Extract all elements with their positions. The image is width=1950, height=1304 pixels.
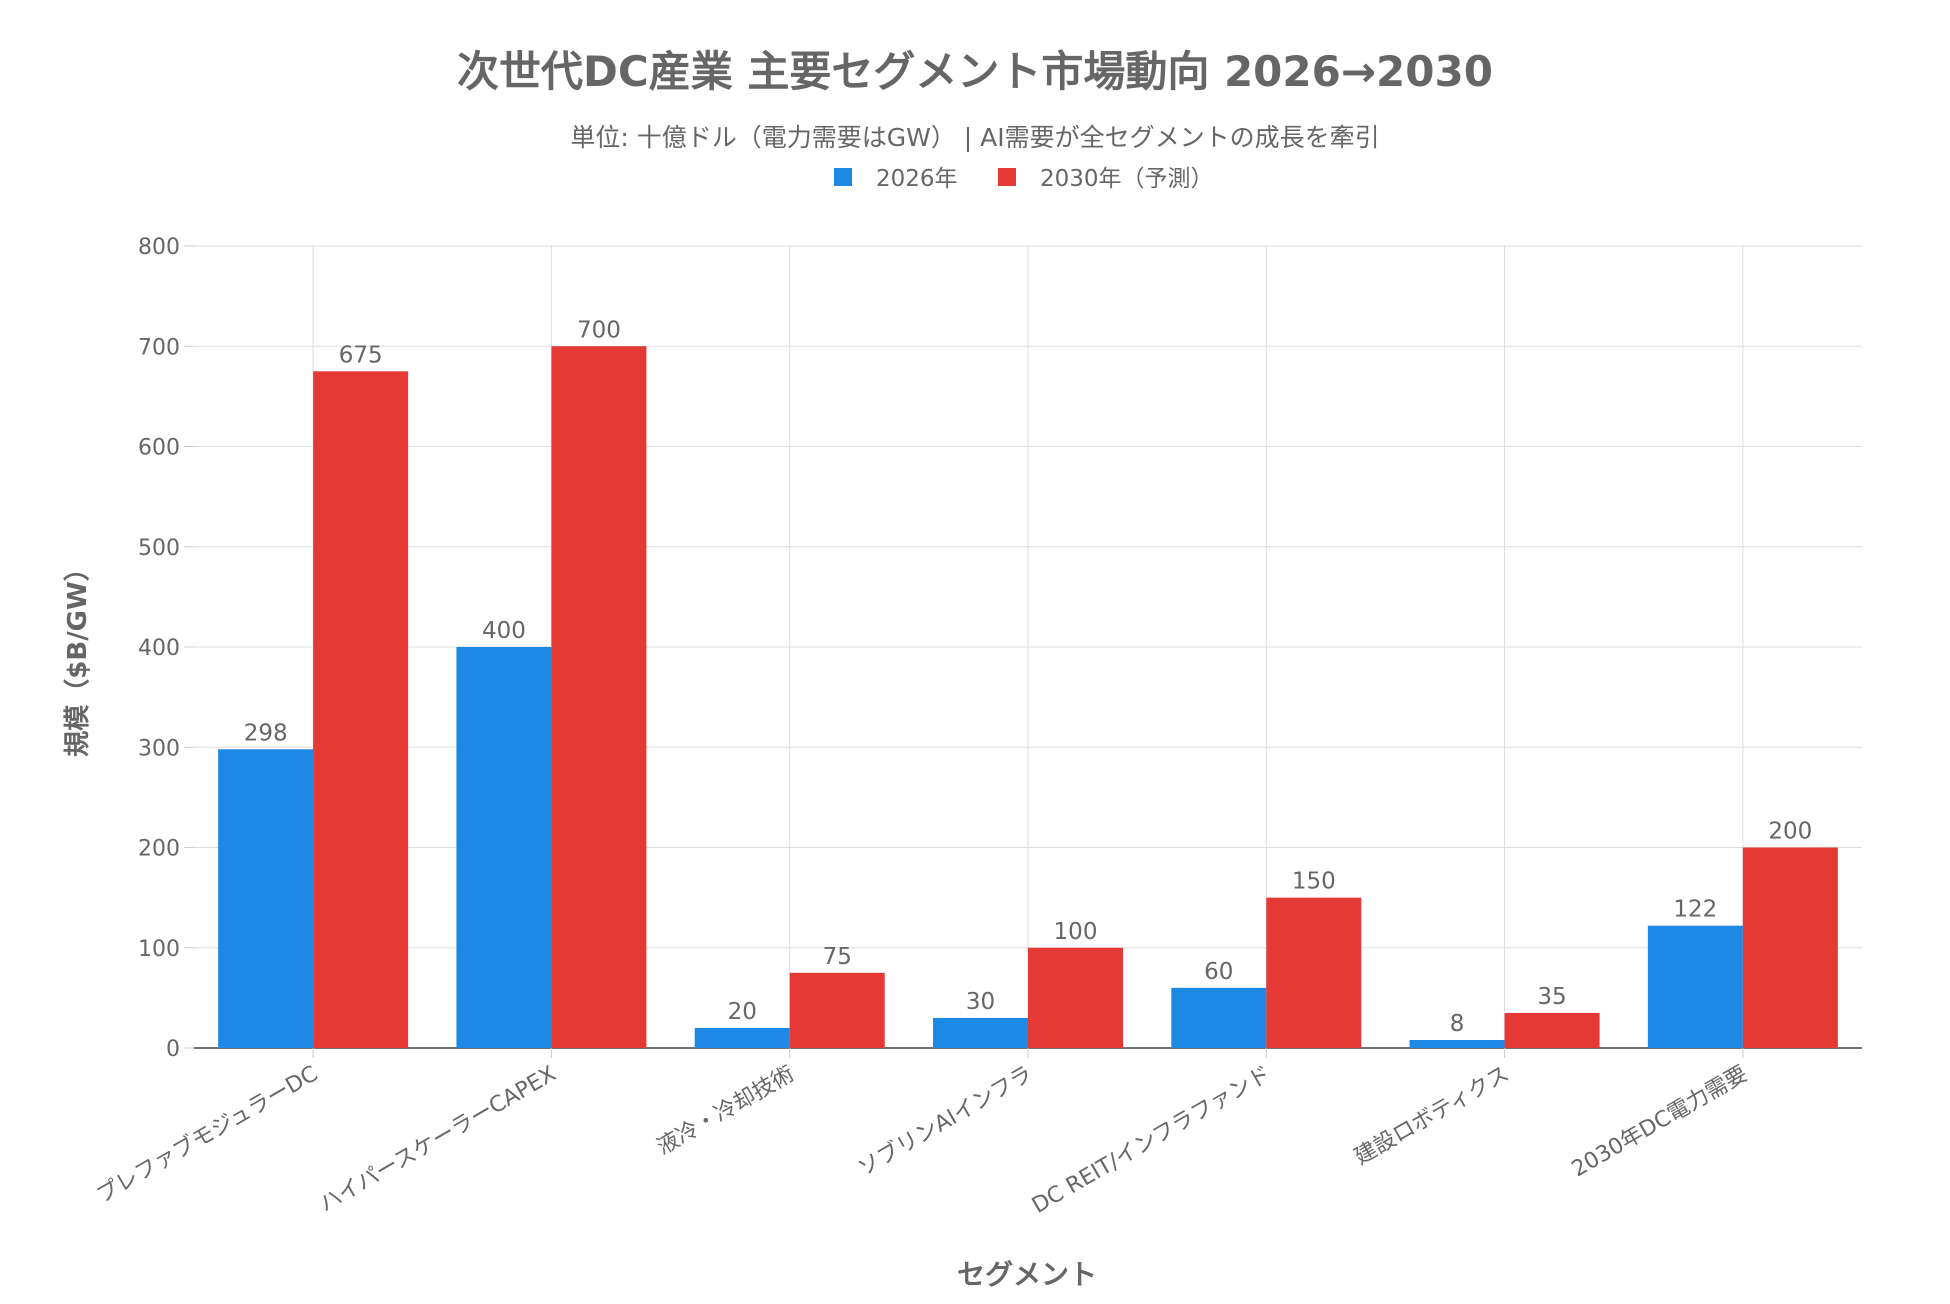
- y-tick-label: 0: [166, 1037, 180, 1062]
- data-label: 400: [482, 618, 526, 644]
- x-tick-label: 液冷・冷却技術: [653, 1062, 799, 1161]
- data-label: 8: [1450, 1011, 1465, 1037]
- y-tick-label: 200: [138, 837, 180, 862]
- x-axis-title: セグメント: [957, 1258, 1097, 1291]
- data-label: 122: [1673, 897, 1717, 923]
- bar-2026: [456, 647, 552, 1048]
- bar-2030: [313, 371, 409, 1048]
- bars: [218, 346, 1838, 1048]
- chart-title: 次世代DC産業 主要セグメント市場動向 2026→2030: [457, 47, 1493, 96]
- data-label: 150: [1292, 869, 1336, 895]
- bar-2030: [1504, 1012, 1600, 1048]
- data-label: 35: [1537, 984, 1566, 1010]
- legend-swatch: [834, 168, 852, 186]
- bar-2026: [694, 1027, 790, 1048]
- bar-2026: [933, 1017, 1028, 1048]
- x-tick-label: DC REIT/インフラファンド: [1028, 1062, 1275, 1219]
- y-tick-label: 100: [138, 937, 180, 962]
- grid: [194, 245, 1862, 1049]
- bar-2026: [1409, 1039, 1505, 1048]
- data-label: 75: [823, 944, 852, 970]
- bar-2026: [1647, 925, 1743, 1048]
- data-label: 700: [577, 317, 621, 343]
- bar-2026: [218, 749, 314, 1048]
- y-axis-ticks: 0 100 200 300 400 500 600 700 800: [138, 235, 194, 1062]
- y-tick-label: 500: [138, 536, 180, 561]
- legend: 2026年 2030年（予測）: [834, 166, 1214, 192]
- bar-2030: [789, 972, 885, 1048]
- data-label: 100: [1054, 919, 1098, 945]
- y-tick-label: 400: [138, 636, 180, 661]
- data-label: 60: [1204, 959, 1233, 985]
- y-tick-label: 700: [138, 335, 180, 360]
- x-tick-label: 建設ロボティクス: [1350, 1062, 1513, 1171]
- bar-2030: [1742, 847, 1838, 1048]
- y-tick-label: 300: [138, 736, 180, 761]
- legend-swatch: [998, 168, 1016, 186]
- legend-label: 2026年: [876, 166, 958, 192]
- data-label: 30: [966, 989, 995, 1015]
- y-tick-label: 600: [138, 436, 180, 461]
- bar-2030: [1266, 897, 1362, 1048]
- bar-2030: [551, 346, 647, 1048]
- y-tick-label: 800: [138, 235, 180, 260]
- data-label: 298: [244, 720, 288, 746]
- data-label: 675: [339, 342, 383, 368]
- legend-label: 2030年（予測）: [1040, 166, 1214, 192]
- data-label: 20: [728, 999, 757, 1025]
- y-axis-title: 規模（$B/GW）: [63, 555, 93, 756]
- data-labels: 298 400 20 30 60 8 122 675 700 75 100 150 35 200: [244, 317, 1813, 1037]
- bar-2026: [1171, 987, 1267, 1048]
- chart-subtitle: 単位: 十億ドル（電力需要はGW） | AI需要が全セグメントの成長を牽引: [570, 123, 1379, 152]
- x-tick-label: ハイパースケーラーCAPEX: [315, 1062, 560, 1218]
- x-tick-label: ソブリンAIインフラ: [854, 1062, 1037, 1182]
- bar-2030: [1028, 947, 1123, 1048]
- data-label: 200: [1768, 819, 1812, 845]
- x-tick-label: プレファブモジュラーDC: [92, 1062, 322, 1209]
- x-tick-label: 2030年DC電力需要: [1568, 1062, 1752, 1183]
